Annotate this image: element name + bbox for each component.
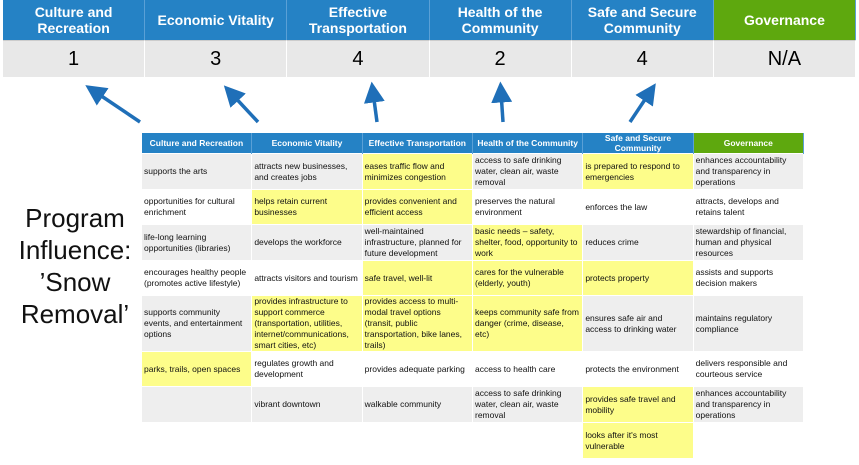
table-cell bbox=[140, 386, 253, 423]
table-cell: provides infrastructure to support comme… bbox=[251, 295, 363, 352]
header-row: Culture and Recreation Economic Vitality E… bbox=[141, 133, 805, 154]
column-header: Economic Vitality bbox=[251, 133, 363, 154]
table-cell: vibrant downtown bbox=[251, 386, 363, 423]
table-cell: helps retain current businesses bbox=[251, 189, 363, 225]
table-cell: reduces crime bbox=[582, 224, 694, 261]
table-row: supports the arts attracts new businesses… bbox=[140, 153, 805, 190]
table-cell: looks after it's most vulnerable bbox=[582, 422, 694, 459]
table-cell: delivers responsible and courteous servi… bbox=[692, 351, 805, 387]
summary-header: Safe and Secure Community bbox=[571, 0, 714, 40]
table-cell: attracts visitors and tourism bbox=[251, 260, 363, 296]
label-line: Program bbox=[25, 203, 125, 233]
label-line: Removal’ bbox=[20, 299, 130, 329]
table-cell: life-long learning opportunities (librar… bbox=[140, 224, 253, 261]
table-cell bbox=[471, 422, 584, 459]
table-cell: provides access to multi-modal travel op… bbox=[361, 295, 473, 352]
arrow-health bbox=[491, 81, 513, 123]
table-cell: enhances accountability and transparency… bbox=[692, 386, 805, 423]
table-row: looks after it's most vulnerable bbox=[140, 422, 805, 459]
table-cell: opportunities for cultural enrichment bbox=[140, 189, 253, 225]
table-cell: regulates growth and development bbox=[251, 351, 363, 387]
summary-header: Governance bbox=[713, 0, 856, 40]
arrow-culture bbox=[85, 85, 141, 124]
table-row: life-long learning opportunities (librar… bbox=[140, 224, 805, 261]
table-row: vibrant downtown walkable community access… bbox=[140, 386, 805, 423]
table-cell: assists and supports decision makers bbox=[692, 260, 805, 296]
table-cell: provides convenient and efficient access bbox=[361, 189, 473, 225]
summary-header: Health of the Community bbox=[429, 0, 572, 40]
table-cell: protects property bbox=[582, 260, 694, 296]
table-cell: supports the arts bbox=[140, 153, 253, 190]
summary-header: Effective Transportation bbox=[287, 0, 430, 40]
table-cell: access to safe drinking water, clean air… bbox=[471, 153, 584, 190]
table-cell: is prepared to respond to emergencies bbox=[582, 153, 694, 190]
arrow-economic bbox=[223, 85, 260, 124]
summary-value: 1 bbox=[3, 40, 146, 77]
table-cell: develops the workforce bbox=[251, 224, 363, 261]
column-header: Health of the Community bbox=[472, 133, 584, 154]
table-cell: supports community events, and entertain… bbox=[140, 295, 253, 352]
summary-value: 4 bbox=[287, 40, 430, 77]
table-cell: enhances accountability and transparency… bbox=[692, 153, 805, 190]
influence-table: Culture and Recreation Economic Vitality E… bbox=[140, 133, 805, 459]
table-cell: maintains regulatory compliance bbox=[692, 295, 805, 352]
table-cell: access to safe drinking water, clean air… bbox=[471, 386, 584, 423]
table-cell: encourages healthy people (promotes acti… bbox=[140, 260, 253, 296]
table-cell: preserves the natural environment bbox=[471, 189, 584, 225]
table-cell: parks, trails, open spaces bbox=[140, 351, 253, 387]
table-cell: cares for the vulnerable (elderly, youth… bbox=[471, 260, 584, 296]
table-cell bbox=[251, 422, 363, 459]
table-cell: walkable community bbox=[361, 386, 473, 423]
table-cell: attracts, develops and retains talent bbox=[692, 189, 805, 225]
program-influence-label: Program Influence: ’Snow Removal’ bbox=[0, 202, 150, 330]
summary-header: Culture and Recreation bbox=[3, 0, 146, 40]
label-line: Influence: bbox=[18, 235, 132, 265]
table-cell: stewardship of financial, human and phys… bbox=[692, 224, 805, 261]
table-cell: access to health care bbox=[471, 351, 584, 387]
table-cell: well-maintained infrastructure, planned … bbox=[361, 224, 473, 261]
summary-value: N/A bbox=[713, 40, 856, 77]
table-cell bbox=[140, 422, 253, 459]
arrow-transportation bbox=[363, 81, 385, 123]
table-cell: attracts new businesses, and creates job… bbox=[251, 153, 363, 190]
table-cell: enforces the law bbox=[582, 189, 694, 225]
table-row: encourages healthy people (promotes acti… bbox=[140, 260, 805, 296]
column-header: Governance bbox=[693, 133, 805, 154]
table-cell: basic needs – safety, shelter, food, opp… bbox=[471, 224, 584, 261]
column-header: Effective Transportation bbox=[362, 133, 473, 154]
summary-value: 4 bbox=[571, 40, 714, 77]
table-row: opportunities for cultural enrichment hel… bbox=[140, 189, 805, 225]
table-cell: provides safe travel and mobility bbox=[582, 386, 694, 423]
table-row: supports community events, and entertain… bbox=[140, 295, 805, 352]
column-header: Culture and Recreation bbox=[141, 133, 253, 154]
table-cell bbox=[692, 422, 805, 459]
arrow-safe bbox=[628, 83, 656, 123]
summary-header: Economic Vitality bbox=[145, 0, 288, 40]
table-cell: keeps community safe from danger (crime,… bbox=[471, 295, 584, 352]
table-cell: protects the environment bbox=[582, 351, 694, 387]
label-line: ’Snow bbox=[39, 267, 111, 297]
summary-value: 3 bbox=[145, 40, 288, 77]
table-row: parks, trails, open spaces regulates grow… bbox=[140, 351, 805, 387]
table-cell: provides adequate parking bbox=[361, 351, 473, 387]
column-header: Safe and Secure Community bbox=[582, 133, 694, 154]
table-cell: eases traffic flow and minimizes congest… bbox=[361, 153, 473, 190]
summary-value: 2 bbox=[429, 40, 572, 77]
summary-scores: Culture and Recreation Economic Vitality E… bbox=[3, 0, 856, 77]
table-cell: safe travel, well-lit bbox=[361, 260, 473, 296]
table-cell bbox=[361, 422, 473, 459]
table-cell: ensures safe air and access to drinking … bbox=[582, 295, 694, 352]
